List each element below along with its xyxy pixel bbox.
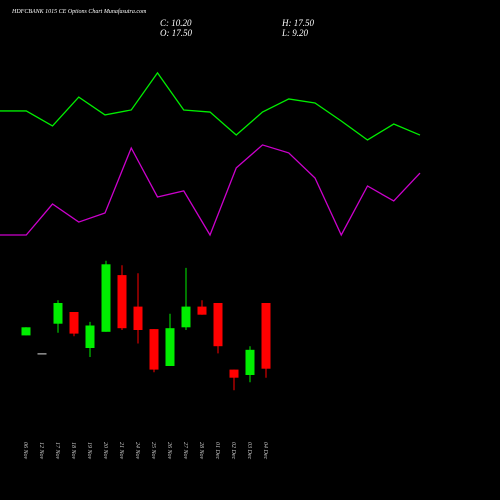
x-tick-label: 03 Dec [246, 442, 252, 459]
candle-body [53, 303, 63, 324]
candle-body [69, 312, 79, 334]
candle-body [85, 325, 95, 348]
low-info: L: 9.20 [281, 28, 309, 38]
candle-body [261, 303, 271, 369]
candle-body [181, 306, 191, 328]
candle-body [117, 275, 127, 329]
indicator-line [0, 71, 421, 141]
x-tick-label: 25 Nov [150, 442, 156, 460]
x-tick-label: 17 Nov [54, 442, 60, 460]
candle-body [149, 329, 159, 370]
candle-body [37, 353, 47, 355]
x-tick-label: 19 Nov [86, 442, 92, 460]
candle-body [197, 306, 207, 315]
candle-body [245, 349, 255, 375]
x-tick-label: 26 Nov [166, 442, 172, 460]
candle-body [133, 306, 143, 330]
x-tick-label: 18 Nov [70, 442, 76, 460]
x-tick-label: 02 Dec [230, 442, 236, 459]
x-tick-label: 27 Nov [182, 442, 188, 460]
x-tick-label: 28 Nov [198, 442, 204, 460]
open-info: O: 17.50 [160, 28, 192, 38]
x-tick-label: 12 Nov [38, 442, 44, 460]
close-info: C: 10.20 [160, 18, 192, 28]
candle-body [101, 264, 111, 332]
x-tick-label: 24 Nov [134, 442, 141, 460]
candle-body [165, 328, 175, 366]
x-tick-label: 06 Nov [22, 442, 28, 460]
x-tick-label: 04 Dec [262, 442, 269, 459]
candle-body [229, 369, 239, 378]
candle-body [213, 303, 223, 347]
indicator-line [0, 144, 421, 237]
x-tick-label: 01 Dec [214, 442, 220, 459]
x-tick-label: 20 Nov [102, 442, 108, 460]
high-info: H: 17.50 [281, 18, 314, 28]
chart-title: HDFCBANK 1015 CE Options Chart Munafasut… [11, 8, 147, 15]
x-tick-label: 21 Nov [118, 442, 124, 460]
candle-body [21, 327, 31, 336]
